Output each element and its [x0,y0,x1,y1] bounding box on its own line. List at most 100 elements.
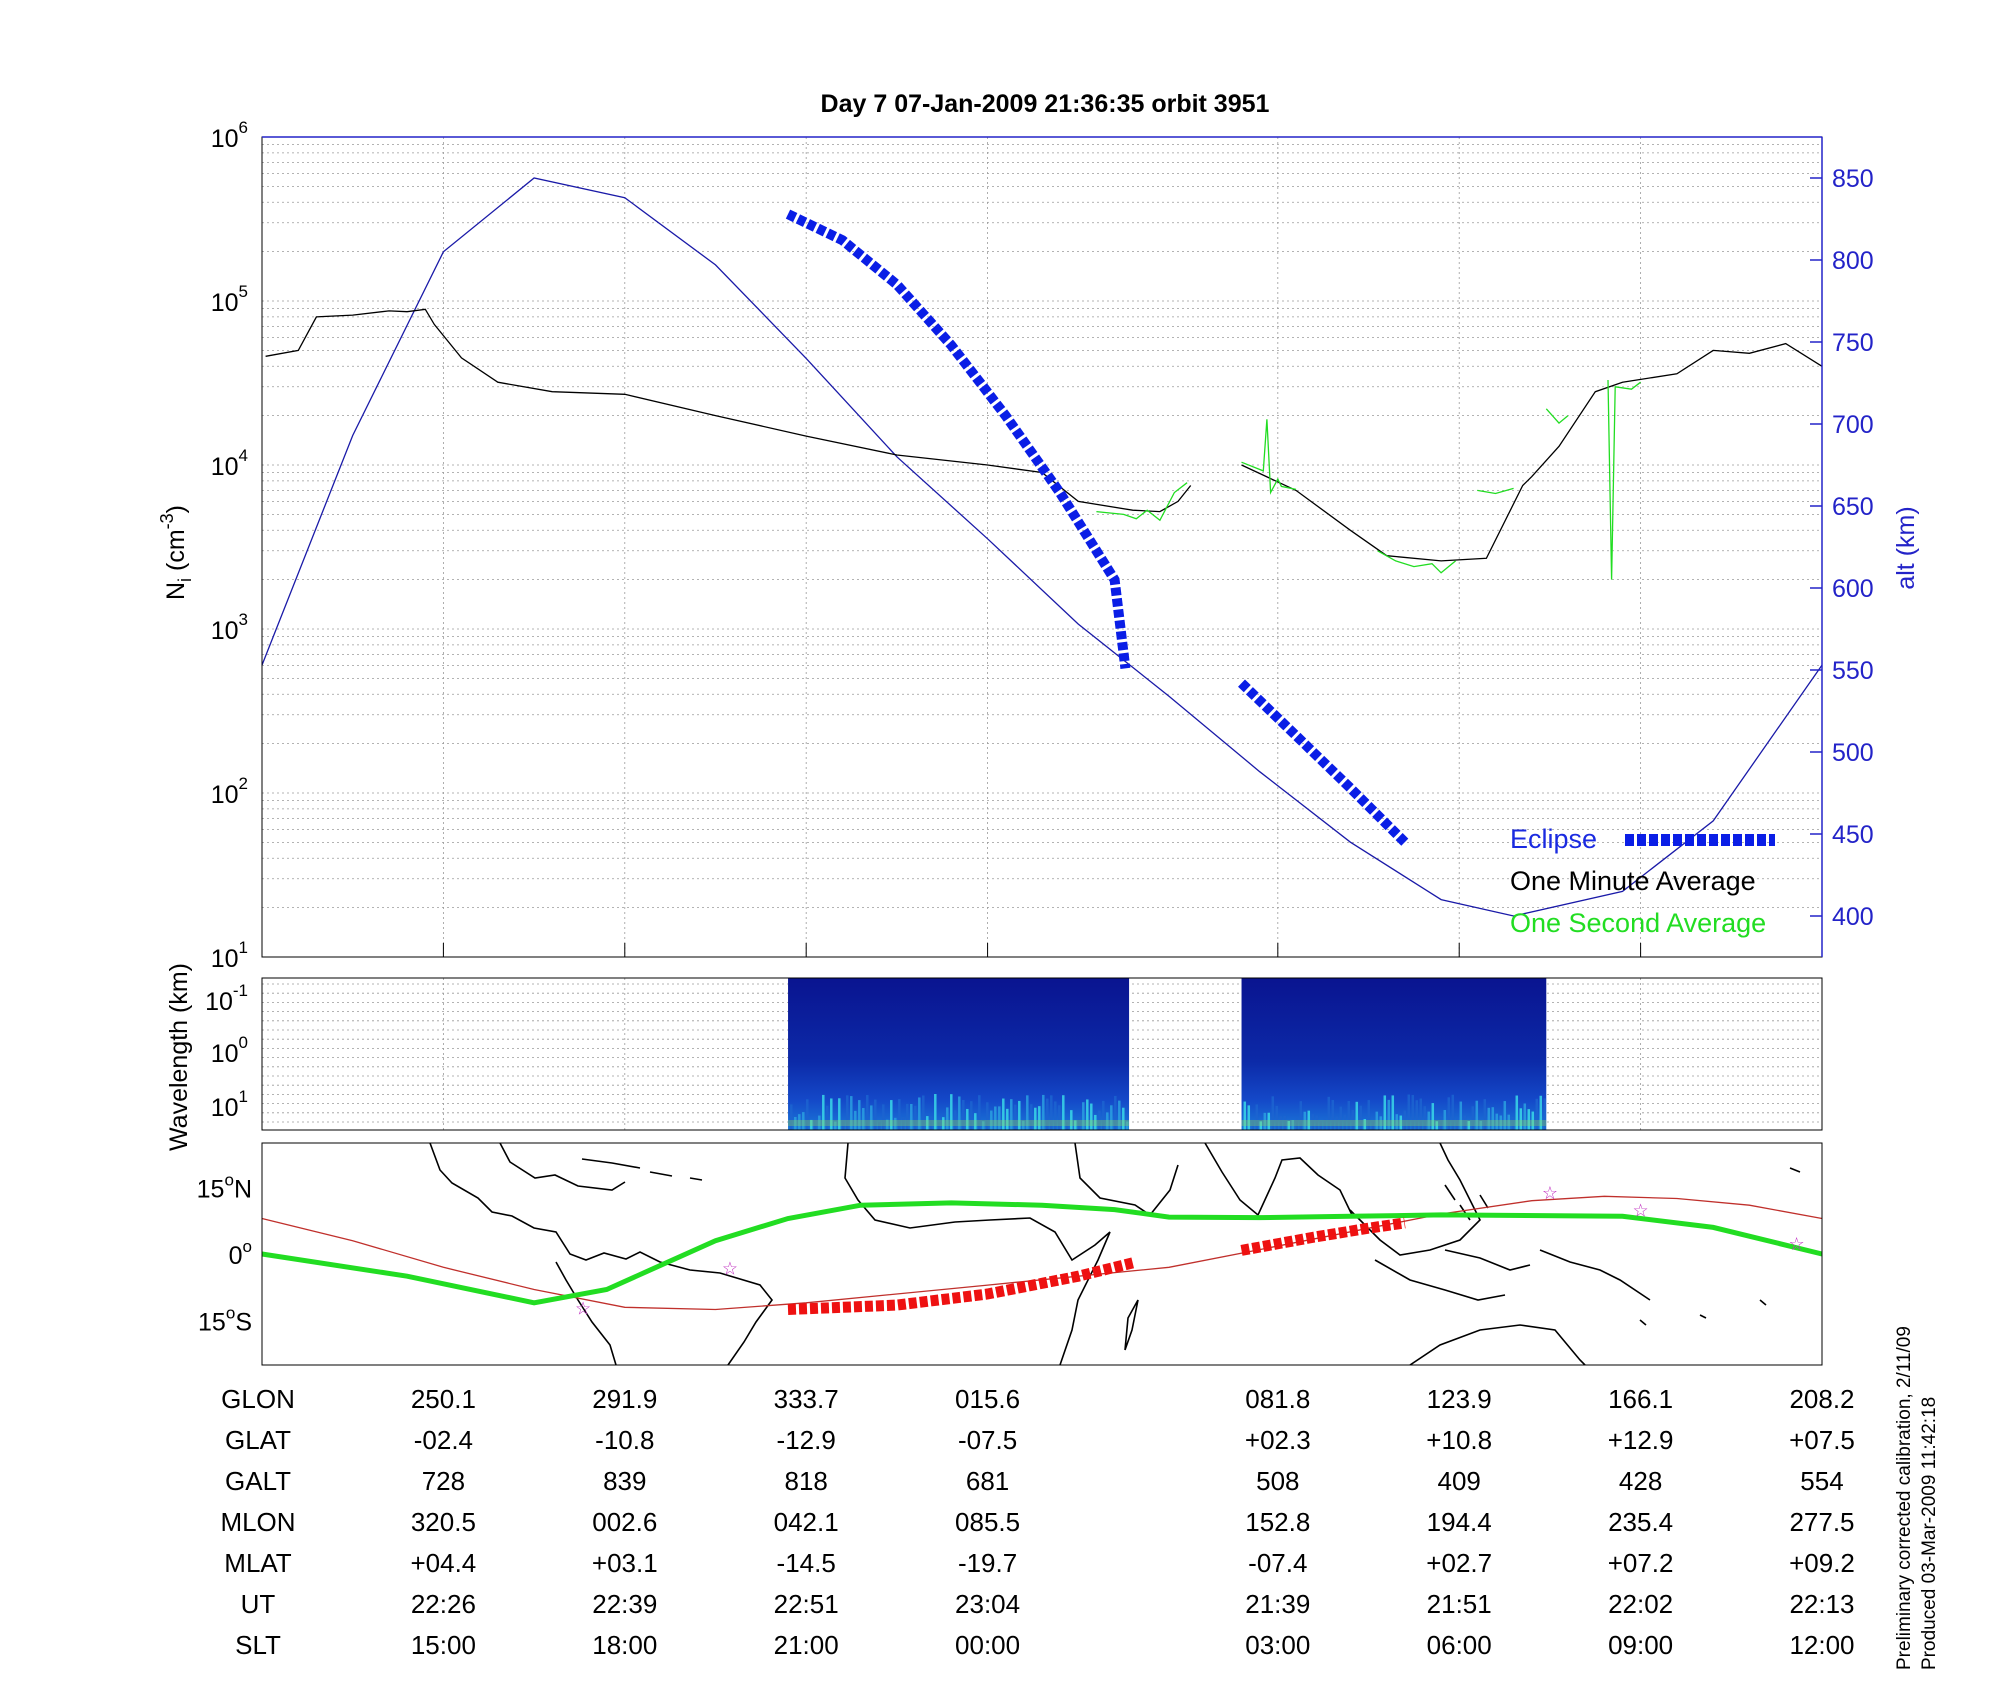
spectrogram-streak [938,1121,941,1130]
spectrogram-streak [1371,1121,1375,1130]
spectrogram-streak [1419,1098,1423,1130]
table-cell: 839 [603,1466,646,1496]
coastline-central-america [499,1143,626,1191]
one-second-average-line [1545,408,1569,425]
spectrogram-streak [1082,1102,1085,1130]
table-cell: 152.8 [1245,1507,1310,1537]
spectrogram-streak [1439,1116,1443,1130]
spectrogram-streak [1431,1103,1435,1130]
spectrogram-streak [1451,1094,1455,1130]
spectrogram-streak [1058,1105,1061,1130]
star-marker-icon: ☆ [722,1258,738,1278]
table-cell: -07.4 [1248,1548,1307,1578]
spectrogram-streak [1447,1097,1451,1130]
table-cell: 508 [1256,1466,1299,1496]
ground-track-y-ticks: 15oN 0o 15oS [197,1170,252,1336]
spectrogram-streak [1535,1098,1539,1130]
table-cell: 123.9 [1427,1384,1492,1414]
table-cell: 194.4 [1427,1507,1492,1537]
footnote-produced: Produced 03-Mar-2009 11:42:18 [1919,1397,1940,1670]
spectrogram-streak [1062,1095,1065,1130]
spectrogram-streak [1311,1114,1315,1130]
spectrogram-streak [1335,1116,1339,1130]
spectrogram-streak [1399,1115,1403,1130]
spectrogram-streak [1299,1101,1303,1130]
altitude-line [261,177,1823,917]
spectrogram-streak [1407,1094,1411,1130]
spectrogram-streak [1303,1111,1307,1130]
coastline-madagascar [1124,1299,1139,1351]
spectrogram-streak [810,1119,813,1130]
star-marker-icon: ☆ [1633,1201,1649,1221]
table-cell: 12:00 [1789,1630,1854,1660]
spectrogram-streak [922,1095,925,1130]
one-minute-average-line [265,308,1192,513]
spectrogram-streak [866,1095,869,1130]
y-tick-label: 105 [211,282,248,317]
table-cell: -10.8 [595,1425,654,1455]
spectrogram-streak [1319,1121,1323,1130]
spectrogram-streak [874,1099,877,1130]
spectrogram-streak [1098,1110,1101,1130]
spectrogram-streak [794,1117,797,1130]
table-cell: 681 [966,1466,1009,1496]
spectrogram-streak [1110,1105,1113,1130]
latitude-tick-label: 15oS [198,1304,252,1337]
spectrogram-streak [802,1112,805,1130]
spectrogram-streak [1503,1101,1507,1130]
spectrogram-streak [858,1100,861,1130]
spectrogram-streak [946,1107,949,1130]
spectrogram-streak [1327,1096,1331,1130]
spectrogram-streak [1271,1096,1275,1130]
spectrogram-streak [1018,1100,1021,1130]
spectrogram-streak [1515,1095,1519,1130]
spectrogram-streak [950,1094,953,1130]
table-cell: +03.1 [592,1548,658,1578]
spectrogram-streak [1403,1110,1407,1130]
spectrogram-streak [1511,1116,1515,1130]
star-marker-icon: ☆ [1542,1183,1558,1203]
spectrogram-streak [1026,1095,1029,1130]
table-cell: +02.7 [1426,1548,1492,1578]
spectrogram-streak [1014,1104,1017,1130]
spectrogram-streak [1387,1099,1391,1130]
spectrogram-streak [1102,1100,1105,1130]
spectrogram-streak [974,1113,977,1130]
coastline-pacific-islands [1639,1167,1801,1326]
spectrogram-streak [1539,1095,1543,1130]
table-cell: 728 [422,1466,465,1496]
spectrogram-streak [1411,1095,1415,1130]
spectrogram-streak [966,1108,969,1130]
table-cell: 22:39 [592,1589,657,1619]
spectrogram-streak [1126,1121,1129,1130]
spectrogram-streak [1291,1119,1295,1130]
spectrogram-streak [826,1105,829,1130]
table-row-label: GLAT [225,1425,291,1455]
table-cell: 15:00 [411,1630,476,1660]
ground-track-frame [261,1142,1823,1366]
spectrogram-streak [1487,1107,1491,1130]
eclipse-segment [785,209,1131,670]
spectrogram-streak [1002,1098,1005,1130]
spectrogram-streak [1351,1109,1355,1130]
spectrogram-streak [1122,1107,1125,1130]
spectrogram-streak [926,1116,929,1130]
spectrogram-streak [1527,1109,1531,1130]
spectrogram-streak [1415,1100,1419,1130]
legend-one-minute: One Minute Average [1510,866,1756,896]
latitude-tick-label: 15oN [197,1170,252,1203]
eclipse-ground-segment [787,1257,1135,1315]
latitude-tick-label: 0o [229,1237,252,1270]
spectrogram-streak [930,1116,933,1130]
spectrogram-band [788,1120,1130,1126]
coastline-indonesia [1374,1249,1651,1301]
eclipse-segment [1238,679,1409,846]
y2-tick-label: 850 [1832,165,1874,193]
spectrogram-streak [1259,1121,1263,1130]
spectrogram-streak [894,1117,897,1130]
spectrogram-streak [806,1099,809,1130]
table-cell: 09:00 [1608,1630,1673,1660]
coastline-caribbean [581,1158,703,1181]
spectrogram-streak [982,1121,985,1130]
spectrogram-streak [854,1110,857,1130]
